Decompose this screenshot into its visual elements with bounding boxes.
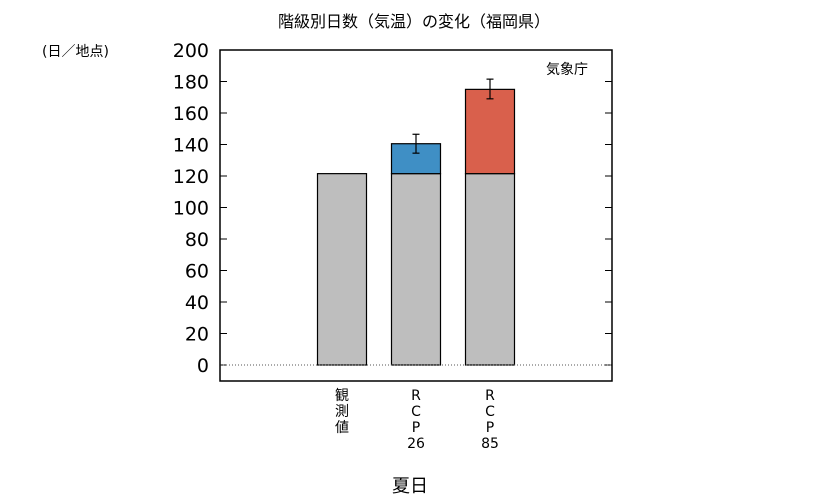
bar-increase: [390, 143, 442, 175]
x-category-label: R: [411, 388, 421, 404]
y-tick-label: 200: [173, 40, 209, 62]
bar-increase: [464, 88, 516, 175]
y-tick-label: 160: [173, 103, 209, 125]
x-category-label: R: [485, 388, 495, 404]
y-axis-label: (日／地点): [42, 44, 109, 60]
source-note: 気象庁: [546, 62, 588, 78]
y-tick-label: 120: [173, 166, 209, 188]
y-tick-label: 20: [185, 324, 209, 346]
bar-base: [390, 173, 442, 366]
bars: [316, 78, 516, 366]
plot-frame: [219, 49, 613, 382]
x-category-label: C: [485, 404, 495, 420]
x-axis-label: 夏日: [392, 476, 428, 497]
chart-title: 階級別日数（気温）の変化（福岡県）: [278, 12, 550, 31]
y-tick-label: 0: [197, 355, 209, 377]
x-category-label: 26: [407, 436, 425, 452]
x-category-label: P: [412, 420, 420, 436]
x-category-label: P: [486, 420, 494, 436]
y-tick-label: 80: [185, 229, 209, 251]
x-category-label: 値: [335, 420, 349, 436]
x-category-label: C: [411, 404, 421, 420]
x-category-label: 測: [335, 404, 349, 420]
y-tick-label: 140: [173, 135, 209, 157]
bar-base: [464, 173, 516, 366]
y-ticks: 0 20 40 60 80 100 120 140 160 180 200: [173, 40, 612, 377]
x-category-label: 観: [335, 387, 349, 404]
x-category-label: 85: [481, 436, 499, 452]
y-tick-label: 100: [173, 198, 209, 220]
y-tick-label: 60: [185, 261, 209, 283]
y-tick-label: 180: [173, 72, 209, 94]
bar-base: [316, 173, 368, 366]
y-tick-label: 40: [185, 292, 209, 314]
